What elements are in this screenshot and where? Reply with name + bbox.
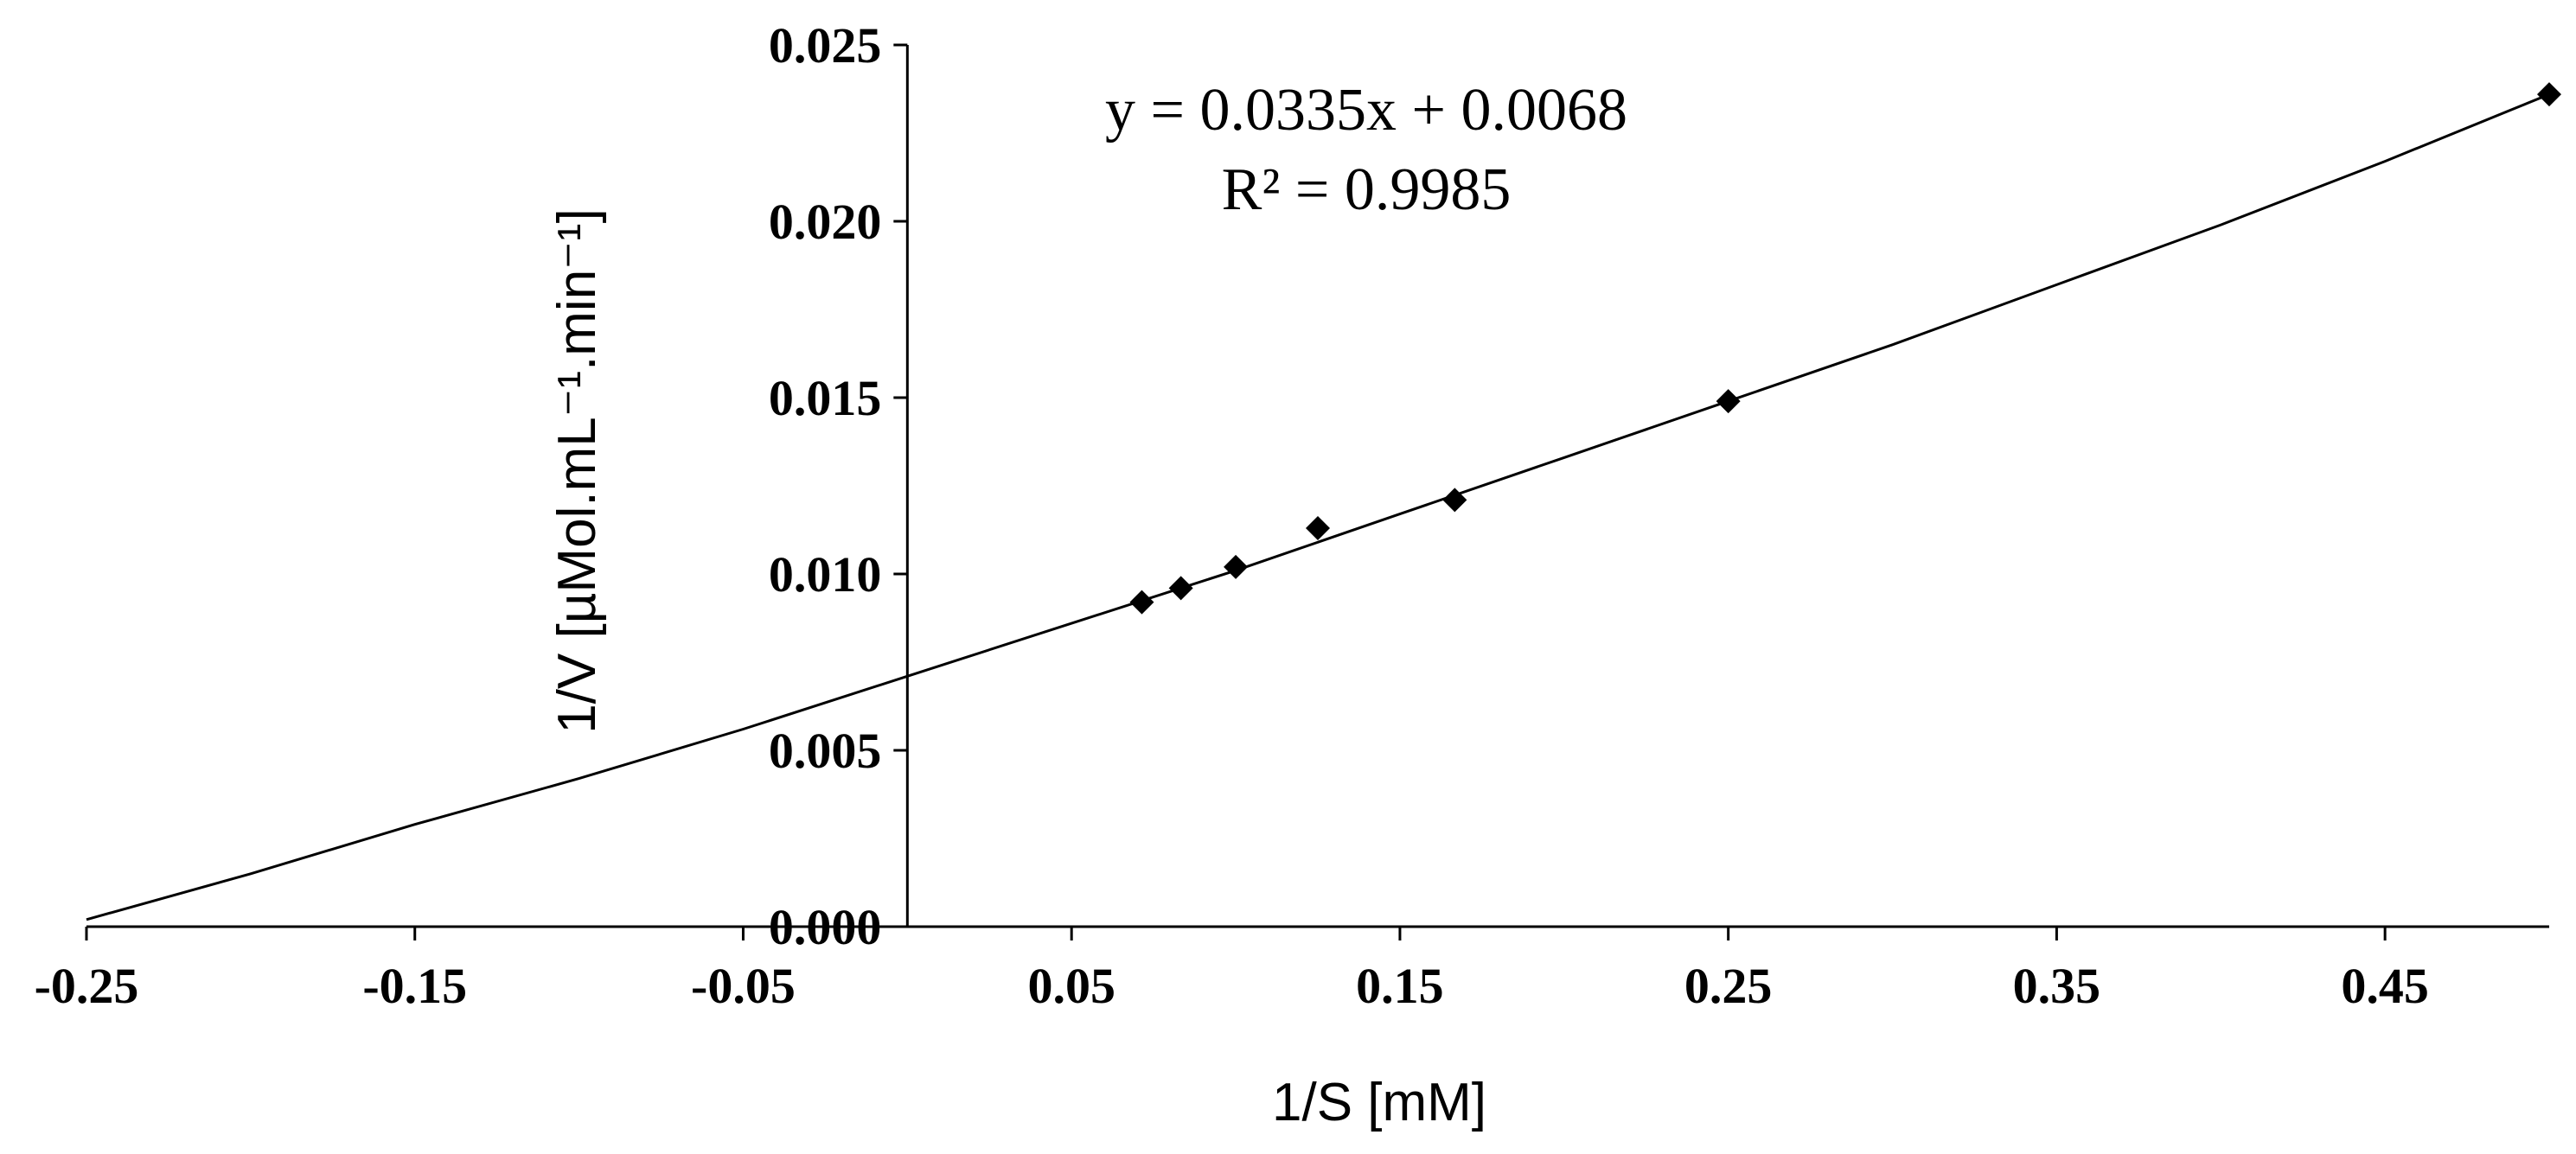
- x-tick-label: 0.45: [2341, 958, 2429, 1014]
- trendline: [86, 92, 2550, 921]
- data-point: [1224, 554, 1249, 579]
- y-tick-label: 0.015: [769, 370, 882, 426]
- y-tick-label: 0.005: [769, 723, 882, 779]
- data-point: [1306, 515, 1330, 540]
- y-tick-label: 0.000: [769, 899, 882, 955]
- data-point: [2537, 82, 2561, 107]
- data-point: [1129, 590, 1154, 615]
- x-tick-label: -0.15: [362, 958, 467, 1014]
- x-axis-title: 1/S [mM]: [1272, 1073, 1486, 1132]
- x-tick-label: 0.15: [1356, 958, 1444, 1014]
- trendline-layer: [86, 92, 2550, 921]
- trendline-equation: y = 0.0335x + 0.0068: [1105, 77, 1627, 143]
- x-tick-label: 0.35: [2013, 958, 2101, 1014]
- y-tick-label: 0.020: [769, 194, 882, 250]
- x-tick-label: -0.25: [35, 958, 139, 1014]
- y-tick-label: 0.010: [769, 546, 882, 603]
- y-tick-label: 0.025: [769, 17, 882, 73]
- tick-labels: -0.25 -0.15 -0.05 0.05 0.15 0.25 0.35 0.45 0.000…: [35, 17, 2429, 1014]
- y-axis-title: 1/V [µMol.mL⁻¹.min⁻¹]: [547, 208, 607, 734]
- x-tick-label: -0.05: [691, 958, 796, 1014]
- r-squared-label: R² = 0.9985: [1222, 156, 1512, 223]
- data-points: [1129, 82, 2561, 615]
- x-tick-label: 0.05: [1027, 958, 1115, 1014]
- x-tick-label: 0.25: [1684, 958, 1773, 1014]
- data-point: [1442, 488, 1467, 513]
- data-point: [1716, 389, 1741, 414]
- axes: [85, 43, 2549, 940]
- data-point: [1168, 576, 1193, 601]
